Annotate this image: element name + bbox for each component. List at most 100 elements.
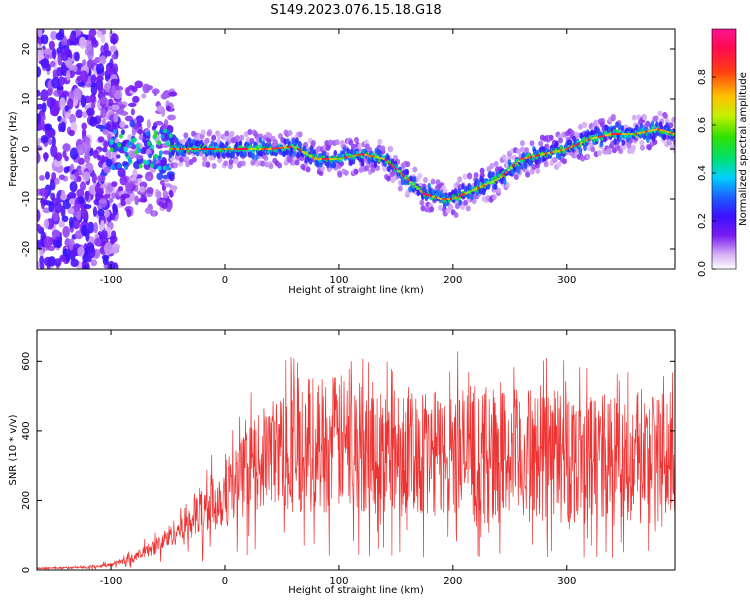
spectrogram-cell <box>105 158 113 167</box>
spectrogram-marks <box>37 29 675 269</box>
spectrogram-cell <box>82 59 87 67</box>
spectrogram-cell <box>504 182 510 189</box>
spectrogram-cell <box>412 166 418 173</box>
spectrogram-cell <box>103 242 113 255</box>
spectrogram-cell <box>162 174 170 179</box>
spectrogram-cell <box>326 158 330 160</box>
spectrogram-cell <box>419 199 425 206</box>
spectrogram-cell <box>504 171 508 174</box>
spectrogram-cell <box>91 172 97 184</box>
spectrogram-cell <box>266 148 270 150</box>
spectrogram-cell <box>564 148 568 151</box>
spectrogram-cell <box>210 140 215 147</box>
spectrogram-cell <box>97 208 105 217</box>
spectrogram-cell <box>496 187 502 194</box>
spectrogram-cell <box>124 165 129 171</box>
spectrogram-cell <box>457 176 463 183</box>
spectrogram-cell <box>405 161 411 168</box>
spectrogram-cell <box>128 191 136 202</box>
spectrogram-cell <box>248 148 253 150</box>
colorbar-gradient <box>712 29 736 269</box>
spectrogram-cell <box>602 134 606 137</box>
spectrogram-cell <box>449 198 453 200</box>
snr-x-ticks: -100 0 100 200 300 <box>100 330 576 587</box>
spectrogram-cell <box>68 129 75 137</box>
spectrogram-cell <box>55 152 63 162</box>
spectrogram-cell <box>110 104 120 111</box>
colorbar-frame <box>711 28 737 270</box>
spectrogram-cell <box>417 172 423 179</box>
spectrogram-cell <box>263 148 268 150</box>
spectrogram-cell <box>173 148 177 150</box>
spectrogram-cell <box>37 29 43 38</box>
spectrogram-cell <box>489 162 495 169</box>
spectrogram-cell <box>627 133 631 135</box>
spectrogram-cell <box>642 131 646 134</box>
spectrogram-cell <box>204 137 210 144</box>
spectrogram-cell <box>446 198 451 200</box>
spectrogram-cell <box>76 188 85 198</box>
spectrogram-cell <box>114 138 119 144</box>
spectrogram-cell <box>414 185 418 188</box>
colorbar-tick-label: 0.2 <box>697 213 708 229</box>
spectrogram-cell <box>166 129 171 135</box>
spectrogram-cell <box>132 168 138 179</box>
spectrogram-cell <box>639 139 645 146</box>
spectrogram-cell <box>82 171 91 182</box>
spectrogram-cell <box>621 139 626 146</box>
spectrogram-cell <box>135 115 144 124</box>
spectrogram-cell <box>100 219 105 231</box>
spectrogram-cell <box>103 255 109 262</box>
spectrogram-cell <box>37 152 41 164</box>
spectrogram-cell <box>39 175 45 181</box>
spectrogram-cell <box>104 209 110 218</box>
spectrogram-cell <box>79 70 89 84</box>
spectrogram-cell <box>522 157 526 160</box>
spectrogram-cell <box>85 242 95 253</box>
spectrogram-cell <box>109 45 117 53</box>
spectrogram-cell <box>222 152 226 159</box>
spectrogram-cell <box>119 111 129 116</box>
spectrogram-cell <box>592 138 596 143</box>
spectrogram-cell <box>524 156 528 159</box>
spectrogram-cell <box>469 190 473 192</box>
spectrogram-cell <box>532 155 536 158</box>
spectrogram-cell <box>50 30 58 41</box>
spectrogram-cell <box>672 132 675 135</box>
spectrogram-cell <box>195 150 200 157</box>
spectrogram-cell <box>271 147 275 150</box>
spectrogram-cell <box>590 146 596 153</box>
spectrogram-cell <box>100 154 106 163</box>
spectrogram-cell <box>294 159 300 166</box>
spectrogram-cell <box>102 146 108 153</box>
spectrogram-cell <box>40 89 49 102</box>
spectrogram-cell <box>60 121 66 133</box>
spectrogram-cell <box>186 148 190 150</box>
spectrogram-cell <box>60 205 66 218</box>
spectrogram-cell <box>37 261 41 269</box>
spectrogram-cell <box>333 149 338 157</box>
spectrogram-cell <box>441 198 446 200</box>
spectrogram-cell <box>171 148 175 150</box>
spectrogram-cell <box>463 199 469 206</box>
spectrogram-cell <box>62 150 67 159</box>
spectrogram-cell <box>235 141 239 148</box>
snr-y-ticks: 0 200 400 600 <box>21 352 675 573</box>
spectrogram-cell <box>652 128 656 131</box>
spectrogram-cell <box>620 125 625 132</box>
spectrogram-cell <box>626 142 632 149</box>
spectrogram-cell <box>120 129 126 136</box>
spectrogram-cell <box>186 149 190 154</box>
spectrogram-cell <box>100 96 108 105</box>
spectrogram-cell <box>200 129 206 136</box>
spectrogram-cell <box>479 185 483 188</box>
spectrogram-cell <box>400 178 405 186</box>
spectrogram-cell <box>364 164 370 171</box>
spectrogram-cell <box>673 140 675 146</box>
spectrogram-cell <box>385 175 391 182</box>
spectrogram-cell <box>509 166 513 169</box>
spectrogram-cell <box>216 152 221 159</box>
spectrogram-cell <box>397 185 403 192</box>
spectrogram-cell <box>106 183 114 193</box>
